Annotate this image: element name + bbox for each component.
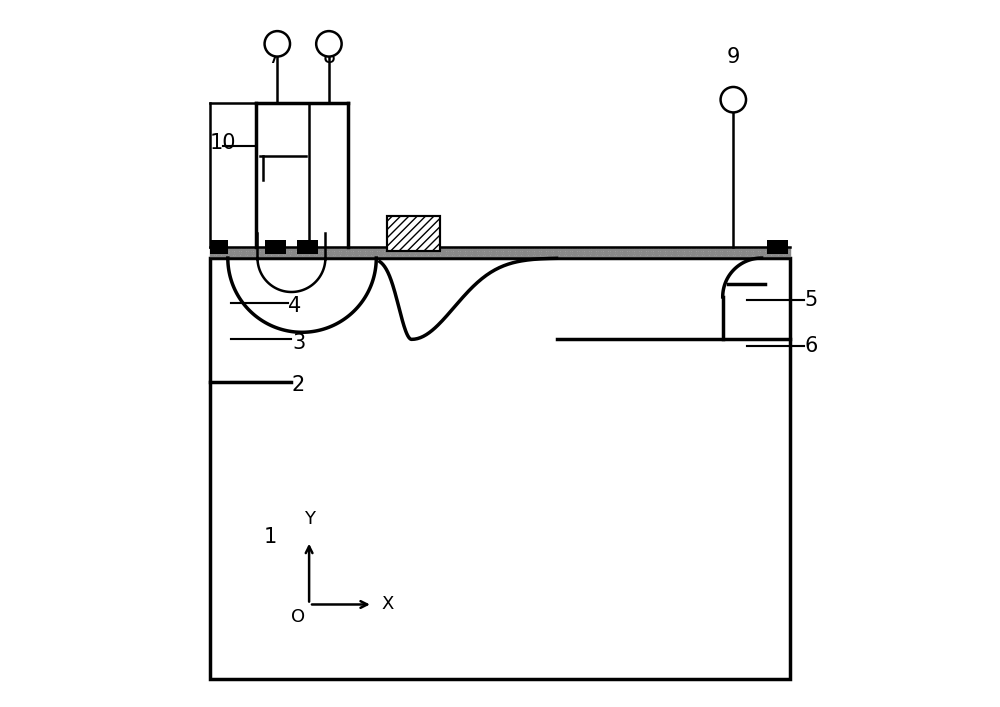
Text: X: X (381, 595, 394, 614)
Bar (210, 240, 228, 254)
Text: 2: 2 (292, 375, 305, 395)
Text: 8: 8 (322, 47, 335, 66)
Bar (767, 240, 788, 254)
Text: 9: 9 (727, 47, 740, 66)
Bar (387, 216, 440, 251)
Text: 6: 6 (804, 337, 818, 356)
Bar (210, 258, 790, 679)
Circle shape (265, 31, 290, 57)
Text: 4: 4 (288, 296, 302, 316)
Text: 7: 7 (267, 47, 280, 66)
Text: Y: Y (304, 510, 315, 528)
Text: O: O (291, 608, 306, 626)
Circle shape (316, 31, 342, 57)
Text: 10: 10 (210, 133, 236, 153)
Text: 1: 1 (264, 527, 277, 547)
Bar (387, 216, 440, 251)
Circle shape (721, 87, 746, 112)
Bar (210, 247, 790, 258)
Bar (387, 216, 440, 251)
Bar (210, 247, 790, 258)
Bar (297, 240, 318, 254)
Text: 5: 5 (804, 291, 818, 310)
Text: 3: 3 (292, 333, 305, 353)
Bar (265, 240, 286, 254)
